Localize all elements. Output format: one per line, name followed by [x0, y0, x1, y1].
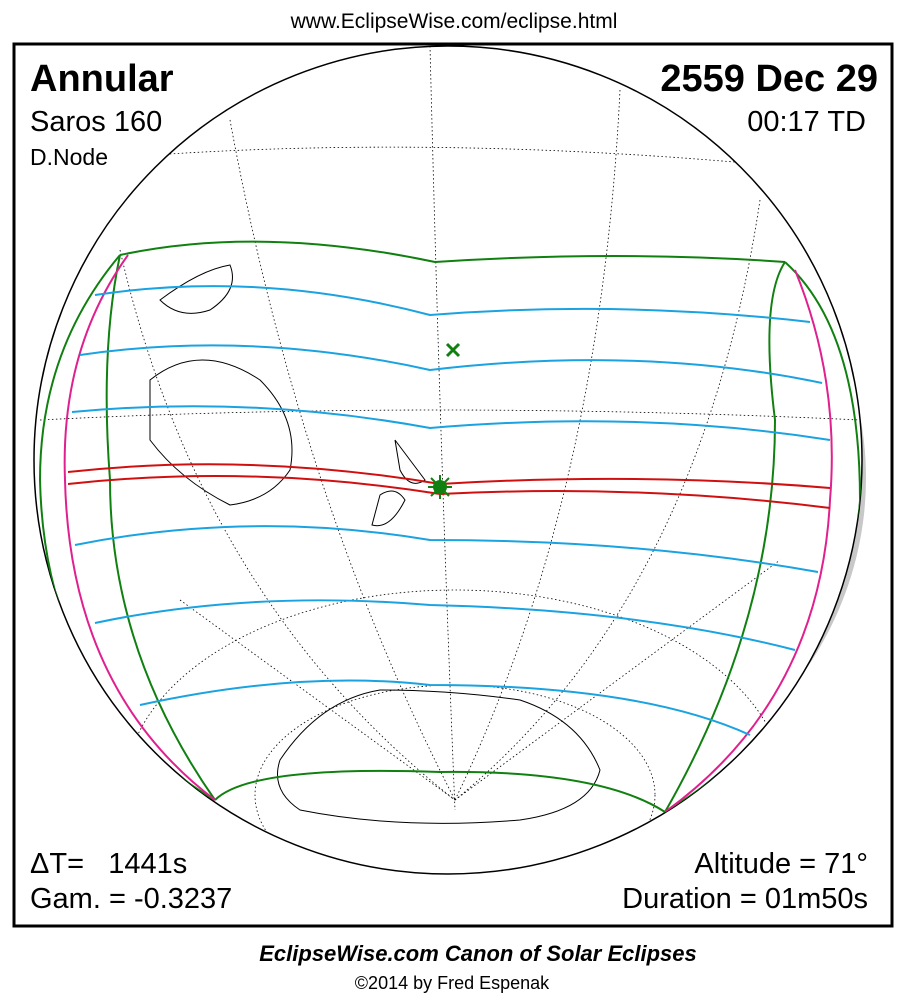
magnitude-line	[74, 525, 819, 573]
greatest-eclipse	[428, 475, 452, 499]
magnitude-line	[139, 679, 751, 736]
frame	[12, 42, 894, 928]
magnitude-line	[94, 285, 811, 323]
url: www.EclipseWise.com/eclipse.html	[290, 10, 618, 33]
altitude: Altitude = 71°	[694, 848, 868, 880]
limit-line	[105, 254, 216, 801]
limit-line	[664, 261, 786, 813]
copyright: ©2014 by Fred Espenak	[355, 973, 550, 993]
delta-t: ΔT= 1441s	[30, 848, 187, 880]
magnitude-line	[71, 405, 831, 441]
saros: Saros 160	[30, 106, 162, 138]
node: D.Node	[30, 144, 108, 170]
eclipse-type: Annular	[30, 58, 174, 100]
time: 00:17 TD	[747, 106, 866, 138]
footer-title: EclipseWise.com Canon of Solar Eclipses	[259, 941, 697, 966]
sub-solar-point	[445, 342, 461, 358]
limit-line	[119, 240, 786, 264]
duration: Duration = 01m50s	[622, 883, 868, 915]
gamma: Gam. = -0.3237	[30, 883, 232, 915]
limit-line	[214, 769, 666, 813]
globe	[33, 45, 863, 875]
magnitude-line	[94, 599, 796, 651]
rise-set-line	[664, 269, 833, 813]
magnitude-line	[79, 344, 823, 384]
date: 2559 Dec 29	[660, 58, 878, 100]
rise-set-line	[63, 254, 216, 801]
